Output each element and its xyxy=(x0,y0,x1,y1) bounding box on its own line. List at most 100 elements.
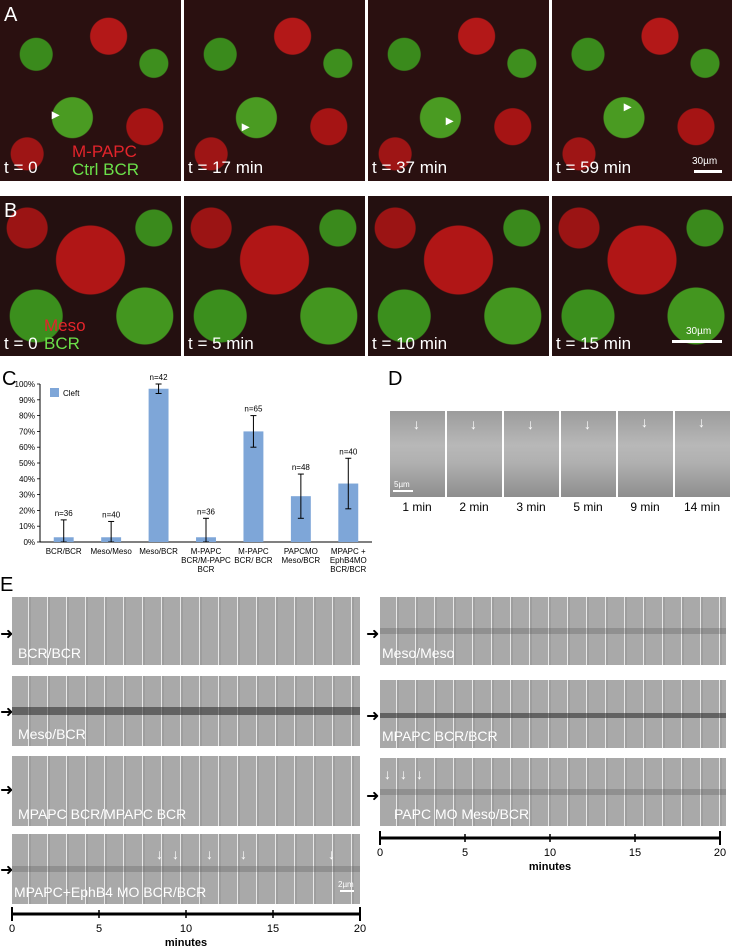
panel-c-letter: C xyxy=(2,368,17,390)
y-tick-label: 70% xyxy=(19,427,35,436)
arrow-right-icon: ➜ xyxy=(0,626,14,643)
x-category-label: Meso/BCR xyxy=(282,556,321,565)
arrow-down-icon: ↓ xyxy=(400,766,407,782)
panel-d-letter: D xyxy=(388,368,403,390)
panel-d-frame-5 xyxy=(618,411,673,497)
time-axis-right: 0 5 10 15 20 minutes xyxy=(377,831,726,873)
y-tick-label: 0% xyxy=(23,538,35,547)
arrow-down-icon: ↓ xyxy=(206,846,213,862)
axis-tick: 10 xyxy=(544,847,556,859)
y-tick-label: 100% xyxy=(15,380,35,389)
strip-label: BCR/BCR xyxy=(18,645,82,661)
n-label: n=36 xyxy=(197,507,216,516)
x-category-label: Meso/Meso xyxy=(90,547,132,556)
x-category-label: M-PAPC xyxy=(238,547,269,556)
x-category-label: BCR xyxy=(198,565,215,574)
strip-label: Meso/Meso xyxy=(382,645,455,661)
arrow-down-icon: ↓ xyxy=(470,416,477,432)
axis-tick: 15 xyxy=(267,923,279,935)
arrow-down-icon: ↓ xyxy=(413,416,420,432)
x-category-label: BCR/BCR xyxy=(330,565,366,574)
axis-tick: 5 xyxy=(96,923,102,935)
arrow-down-icon: ↓ xyxy=(698,414,705,430)
n-label: n=40 xyxy=(102,510,121,519)
strip-papc-mo-meso-bcr: ↓ ↓ ↓ PAPC MO Meso/BCR xyxy=(380,758,726,826)
panel-d-scale-bar xyxy=(393,490,413,492)
x-category-label: PAPCMO xyxy=(284,547,318,556)
panel-d-time-6: 14 min xyxy=(683,500,721,514)
axis-tick: 10 xyxy=(180,923,192,935)
x-category-label: BCR/M-PAPC xyxy=(181,556,231,565)
time-axis-left: 0 5 10 15 20 minutes xyxy=(9,907,366,949)
n-label: n=42 xyxy=(150,373,169,382)
panel-e-scale-bar xyxy=(340,890,354,892)
x-category-label: Meso/BCR xyxy=(139,547,178,556)
axis-tick: 20 xyxy=(714,847,726,859)
arrow-right-icon: ➜ xyxy=(366,708,380,725)
panel-a-scale-bar xyxy=(694,170,722,173)
panel-d-frame-2 xyxy=(447,411,502,497)
arrowhead-icon: ▸ xyxy=(624,98,632,114)
y-tick-label: 80% xyxy=(19,412,35,421)
arrow-right-icon: ➜ xyxy=(0,782,14,799)
n-label: n=65 xyxy=(244,405,263,414)
panel-b-scale-bar xyxy=(672,340,722,343)
n-label: n=36 xyxy=(55,509,74,518)
arrowhead-icon: ▸ xyxy=(242,118,250,134)
y-tick-label: 40% xyxy=(19,475,35,484)
y-tick-label: 90% xyxy=(19,396,35,405)
panel-a-letter: A xyxy=(4,4,18,26)
strip-label: Meso/BCR xyxy=(18,726,86,742)
n-label: n=48 xyxy=(292,463,311,472)
panel-a-time-1: t = 0 xyxy=(4,158,38,177)
legend-mpapc: M-PAPC xyxy=(72,142,137,161)
strip-label: MPAPC BCR/MPAPC BCR xyxy=(18,806,187,822)
panel-c-bar-chart: 0% 10% 20% 30% 40% 50% 60% 70% 80% 90% 100% Cleft n=… xyxy=(15,373,372,574)
bar xyxy=(338,483,359,542)
arrow-down-icon: ↓ xyxy=(156,846,163,862)
panel-a-time-2: t = 17 min xyxy=(188,158,264,177)
axis-tick: 15 xyxy=(629,847,641,859)
bar xyxy=(148,388,169,542)
axis-tick: 0 xyxy=(9,923,15,935)
panel-a-frame-3 xyxy=(368,0,549,181)
arrow-down-icon: ↓ xyxy=(328,846,335,862)
panel-e-letter: E xyxy=(0,574,14,596)
x-category-label: BCR/BCR xyxy=(46,547,82,556)
y-tick-label: 30% xyxy=(19,491,35,500)
panel-d-time-5: 9 min xyxy=(630,500,660,514)
panel-e-scale-label: 2µm xyxy=(338,880,354,889)
legend-swatch xyxy=(50,388,59,397)
panel-d-frame-4 xyxy=(561,411,616,497)
panel-d-time-4: 5 min xyxy=(573,500,603,514)
panel-a-scale-label: 30µm xyxy=(692,156,718,167)
strip-mpapc-bcr-bcr: MPAPC BCR/BCR xyxy=(380,680,726,748)
arrow-right-icon: ➜ xyxy=(0,704,14,721)
panel-b-time-2: t = 5 min xyxy=(188,334,254,353)
arrow-down-icon: ↓ xyxy=(641,414,648,430)
panel-b-frame-3 xyxy=(368,196,549,356)
panel-b-time-1: t = 0 xyxy=(4,334,38,353)
y-tick-label: 20% xyxy=(19,506,35,515)
n-label: n=40 xyxy=(339,447,358,456)
panel-d-scale-label: 5µm xyxy=(394,480,410,489)
arrow-right-icon: ➜ xyxy=(366,788,380,805)
x-category-label: EphB4MO xyxy=(330,556,367,565)
arrowhead-icon: ▸ xyxy=(52,106,60,122)
strip-meso-meso: Meso/Meso xyxy=(380,597,726,665)
panel-b-frame-1 xyxy=(0,196,181,356)
panel-d-time-3: 3 min xyxy=(516,500,546,514)
strip-label: MPAPC+EphB4 MO BCR/BCR xyxy=(14,884,207,900)
bar xyxy=(243,431,264,542)
arrow-down-icon: ↓ xyxy=(172,846,179,862)
strip-label: PAPC MO Meso/BCR xyxy=(394,806,530,822)
legend-bcr: BCR xyxy=(44,334,80,353)
x-category-label: M-PAPC xyxy=(191,547,222,556)
axis-tick: 0 xyxy=(377,847,383,859)
arrowhead-icon: ▸ xyxy=(446,112,454,128)
panel-d-time-1: 1 min xyxy=(402,500,432,514)
arrow-down-icon: ↓ xyxy=(384,766,391,782)
arrow-down-icon: ↓ xyxy=(416,766,423,782)
panel-b-letter: B xyxy=(4,200,18,222)
y-tick-label: 50% xyxy=(19,459,35,468)
